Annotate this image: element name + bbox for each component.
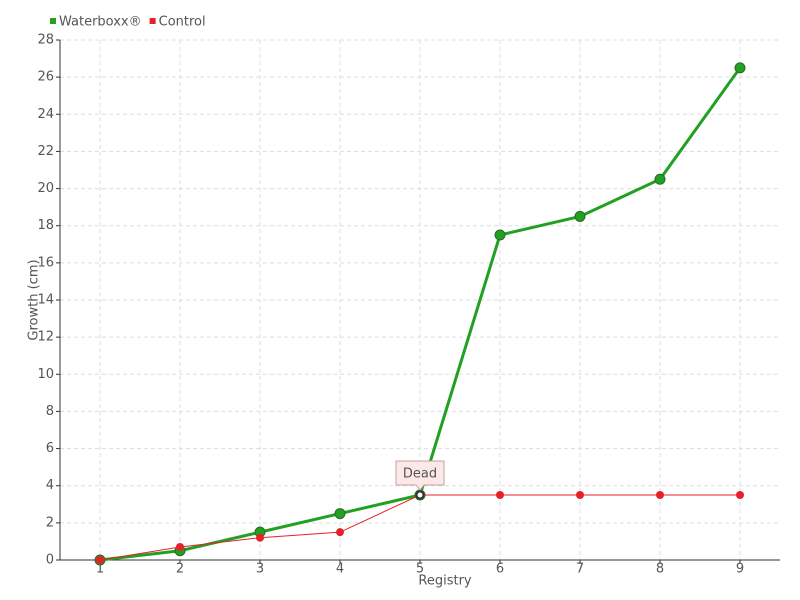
y-tick-label: 16 (37, 255, 54, 270)
annotation-box (395, 460, 445, 491)
x-tick-label: 2 (176, 562, 184, 577)
legend-label: Control (159, 15, 206, 30)
x-tick-label: 7 (576, 562, 584, 577)
y-tick-label: 2 (46, 515, 54, 530)
x-tick-label: 4 (336, 562, 344, 577)
y-tick-label: 12 (37, 330, 54, 345)
y-tick-label: 6 (46, 441, 54, 456)
data-point (96, 556, 104, 564)
data-point (736, 491, 744, 499)
data-point (576, 491, 584, 499)
data-point (654, 173, 666, 185)
x-tick-label: 5 (416, 562, 424, 577)
data-point (496, 491, 504, 499)
y-tick-label: 4 (46, 478, 54, 493)
y-tick-label: 24 (37, 107, 54, 122)
data-point (656, 491, 664, 499)
y-tick-label: 18 (37, 218, 54, 233)
x-tick-label: 1 (96, 562, 104, 577)
y-tick-label: 0 (46, 553, 54, 568)
y-tick-label: 20 (37, 181, 54, 196)
x-tick-label: 6 (496, 562, 504, 577)
x-axis-label: Registry (418, 574, 472, 589)
x-tick-label: 3 (256, 562, 264, 577)
y-tick-label: 26 (37, 70, 54, 85)
annotation-marker (415, 490, 425, 500)
y-tick-label: 8 (46, 404, 54, 419)
data-point (574, 210, 586, 222)
annotation-text: Dead (403, 467, 437, 482)
data-point (176, 543, 184, 551)
y-tick-label: 10 (37, 367, 54, 382)
data-point (334, 508, 346, 520)
data-point (256, 533, 264, 542)
y-tick-label: 14 (37, 293, 54, 308)
y-tick-label: 28 (37, 33, 54, 48)
data-point (494, 229, 506, 241)
legend-swatch (50, 18, 56, 24)
y-axis-label: Growth (cm) (27, 259, 42, 340)
data-point (734, 62, 746, 74)
x-tick-label: 9 (736, 562, 744, 577)
y-tick-label: 22 (37, 144, 54, 159)
x-tick-label: 8 (656, 562, 664, 577)
data-point (336, 528, 344, 537)
legend-swatch (149, 18, 156, 24)
legend-label: Waterboxx® (59, 15, 142, 30)
